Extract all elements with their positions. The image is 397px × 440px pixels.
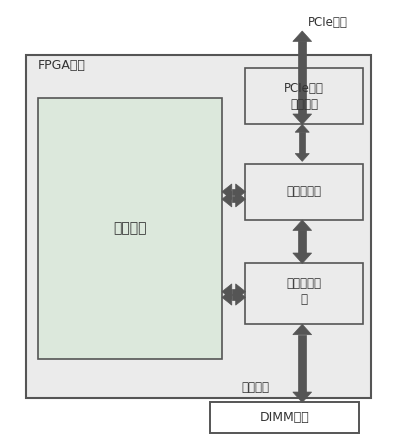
Bar [245, 264, 363, 324]
Text: PCIe接口: PCIe接口 [308, 16, 348, 29]
Bar [38, 99, 222, 359]
Text: 内存接口: 内存接口 [241, 381, 270, 394]
Text: PCIe接口
控制单元: PCIe接口 控制单元 [284, 82, 324, 111]
Polygon shape [293, 31, 312, 41]
Polygon shape [293, 220, 312, 231]
Text: 内存控制单
元: 内存控制单 元 [287, 277, 322, 306]
Polygon shape [236, 284, 245, 300]
Bar [298, 231, 306, 253]
Bar [232, 189, 236, 195]
Polygon shape [236, 184, 245, 200]
Bar [299, 132, 305, 154]
Bar [210, 403, 359, 433]
Polygon shape [236, 191, 245, 207]
Bar [298, 335, 306, 392]
Bar [26, 55, 371, 398]
Polygon shape [293, 114, 312, 125]
Bar [232, 289, 236, 295]
Polygon shape [295, 125, 309, 132]
Bar [245, 68, 363, 125]
Polygon shape [293, 253, 312, 264]
Bar [298, 41, 306, 114]
Bar [232, 196, 236, 202]
Text: 主管理单元: 主管理单元 [287, 185, 322, 198]
Text: 计算单元: 计算单元 [113, 222, 147, 236]
Text: FPGA芯片: FPGA芯片 [38, 59, 86, 72]
Text: DIMM内存: DIMM内存 [260, 411, 310, 424]
Polygon shape [222, 184, 232, 200]
Polygon shape [293, 324, 312, 335]
Bar [245, 164, 363, 220]
Polygon shape [236, 290, 245, 305]
Polygon shape [222, 290, 232, 305]
Polygon shape [222, 191, 232, 207]
Bar [232, 294, 236, 301]
Polygon shape [295, 154, 309, 161]
Polygon shape [293, 392, 312, 403]
Polygon shape [222, 284, 232, 300]
